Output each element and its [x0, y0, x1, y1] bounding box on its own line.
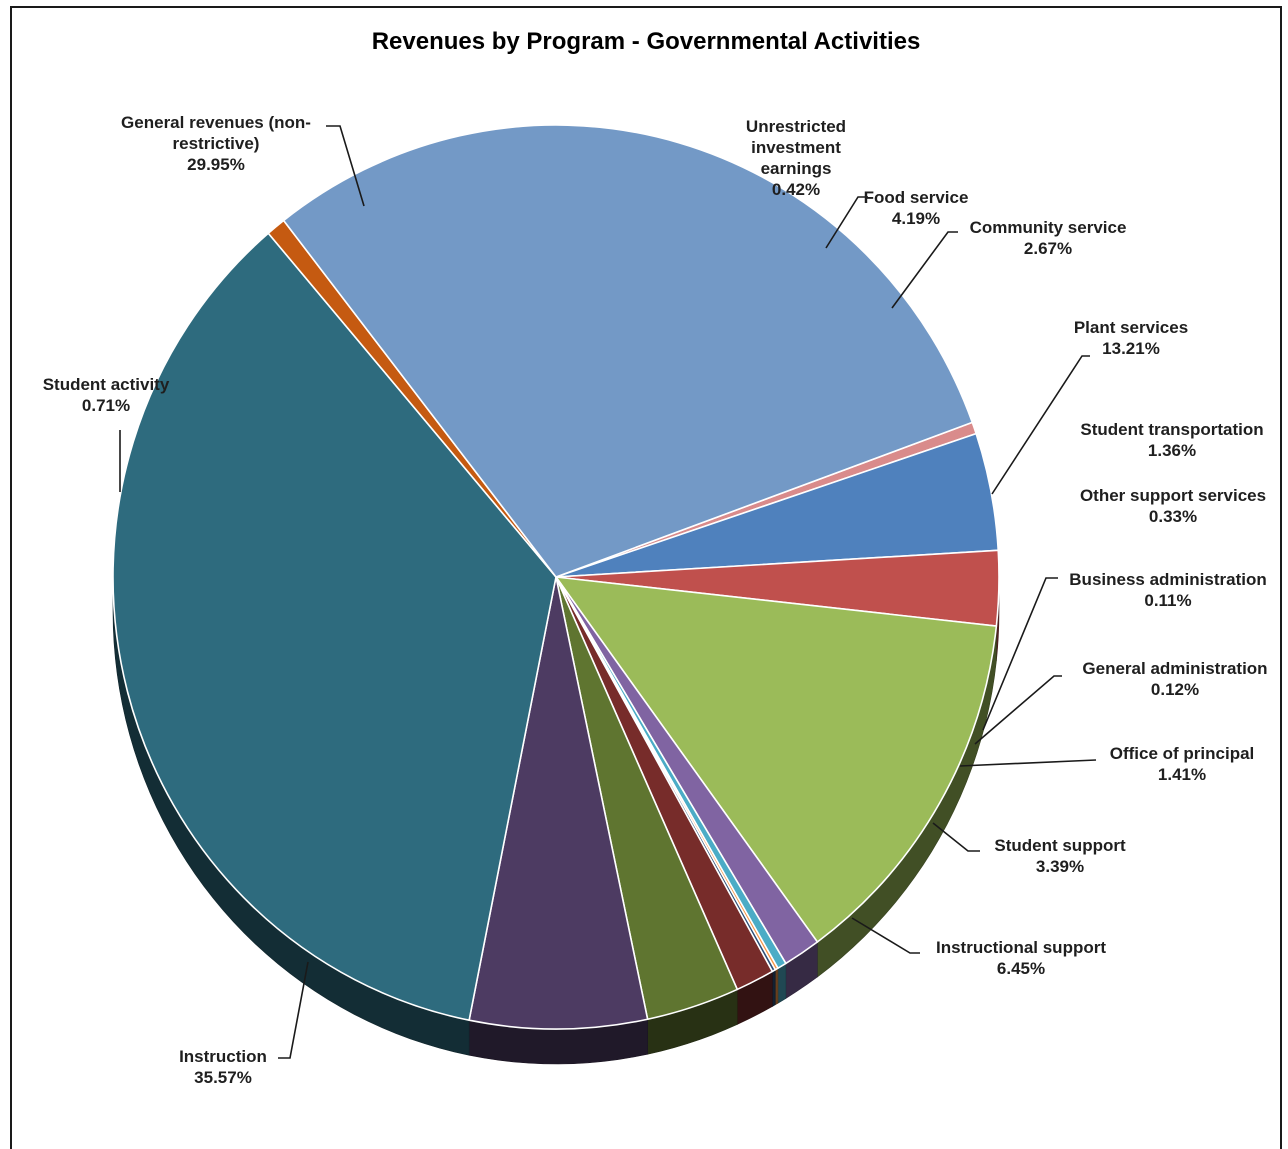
slice-label-student-transportation: Student transportation 1.36%: [1080, 420, 1263, 460]
slice-label-text: Instructional support: [936, 938, 1106, 957]
slice-label-community-service: Community service 2.67%: [970, 218, 1127, 258]
slice-label-instructional-support: Instructional support 6.45%: [936, 938, 1106, 978]
pie-slice-instructional-support: [468, 576, 649, 1030]
slice-label-text: Student activity: [43, 375, 170, 394]
slice-label-general-administration: General administration 0.12%: [1082, 659, 1267, 699]
slice-label-text: Business administration: [1069, 570, 1266, 589]
slice-label-text: investment: [751, 138, 841, 157]
slice-value-label: 0.71%: [82, 396, 130, 415]
slice-label-text: Food service: [864, 188, 969, 207]
slice-label-food-service: Food service 4.19%: [864, 188, 969, 228]
slice-label-office-of-principal: Office of principal 1.41%: [1110, 744, 1255, 784]
leader-line-general-administration: [974, 675, 1062, 745]
slice-label-text: Community service: [970, 218, 1127, 237]
pie-side-business-administration: [774, 967, 779, 1006]
slice-value-label: 0.33%: [1149, 507, 1197, 526]
slice-value-label: 1.41%: [1158, 765, 1206, 784]
leader-lines: [119, 125, 1097, 1059]
slice-label-text: Plant services: [1074, 318, 1188, 337]
slice-label-text: Student support: [994, 836, 1126, 855]
slice-value-label: 2.67%: [1024, 239, 1072, 258]
slice-value-label: 29.95%: [187, 155, 245, 174]
chart-title: Revenues by Program - Governmental Activ…: [372, 28, 921, 55]
slice-label-business-administration: Business administration 0.11%: [1069, 570, 1266, 610]
leader-line-instruction: [278, 961, 309, 1059]
slice-label-text: Office of principal: [1110, 744, 1255, 763]
slice-labels: Unrestricted investment earnings 0.42% Food …: [43, 113, 1268, 1087]
slice-value-label: 35.57%: [194, 1068, 252, 1087]
slice-value-label: 0.11%: [1144, 591, 1191, 610]
slice-label-instruction: Instruction 35.57%: [179, 1047, 267, 1087]
leader-line-office-of-principal: [959, 759, 1097, 767]
leader-line-student-support: [932, 822, 980, 852]
pie-top-layer: [112, 124, 1000, 1030]
slice-value-label: 6.45%: [997, 959, 1045, 978]
slice-label-unrestricted-investment-earnings: Unrestricted investment earnings 0.42%: [746, 117, 846, 199]
slice-label-general-revenues-non-restrictive: General revenues (non-restrictive) 29.95%: [121, 113, 311, 174]
slice-label-text: restrictive): [173, 134, 260, 153]
slice-label-text: General revenues (non-: [121, 113, 311, 132]
leader-line-community-service: [891, 231, 958, 309]
pie-slice-plant-services: [555, 576, 998, 943]
slice-label-text: General administration: [1082, 659, 1267, 678]
slice-label-student-support: Student support 3.39%: [994, 836, 1126, 876]
pie-slice-general-revenues-non-restrictive: [282, 124, 974, 578]
pie-slice-instruction: [112, 232, 557, 1022]
slice-label-text: Other support services: [1080, 486, 1266, 505]
pie-side-general-administration: [772, 969, 776, 1007]
slice-label-text: Instruction: [179, 1047, 267, 1066]
slice-value-label: 1.36%: [1148, 441, 1196, 460]
pie-side-other-support-services: [777, 962, 787, 1004]
slice-label-other-support-services: Other support services 0.33%: [1080, 486, 1266, 526]
slice-value-label: 13.21%: [1102, 339, 1160, 358]
leader-line-instructional-support: [851, 917, 920, 954]
slice-label-text: Unrestricted: [746, 117, 846, 136]
slice-value-label: 0.12%: [1151, 680, 1199, 699]
slice-value-label: 4.19%: [892, 209, 940, 228]
slice-label-text: earnings: [761, 159, 832, 178]
leader-line-general-revenues-non-restrictive: [326, 125, 365, 207]
slice-label-plant-services: Plant services 13.21%: [1074, 318, 1188, 358]
leader-line-business-administration: [982, 577, 1058, 731]
slice-value-label: 3.39%: [1036, 857, 1084, 876]
leader-line-food-service: [825, 196, 868, 249]
leader-line-plant-services: [991, 355, 1090, 495]
slice-label-student-activity: Student activity 0.71%: [43, 375, 170, 415]
slice-label-text: Student transportation: [1080, 420, 1263, 439]
slice-value-label: 0.42%: [772, 180, 820, 199]
